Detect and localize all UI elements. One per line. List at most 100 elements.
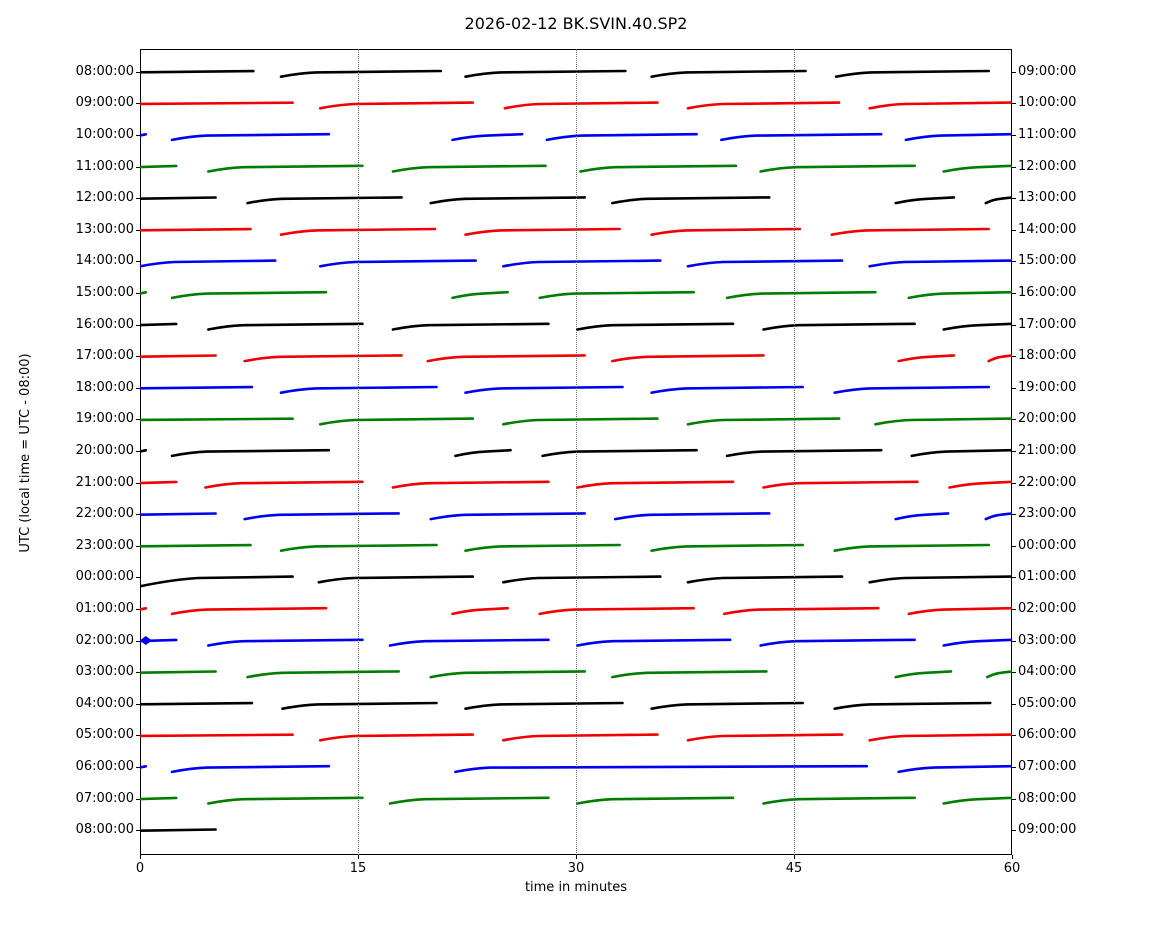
waveform-segment [722,606,880,616]
waveform-segment [170,448,331,458]
waveform-segment [391,164,547,173]
y-tick-label-utc: 12:00:00 [75,190,134,206]
y-tick-mark-right [1012,450,1016,452]
waveform-segment [207,322,364,331]
waveform-segment [762,480,919,489]
waveform-segment [579,164,738,173]
waveform-segment [318,733,475,742]
x-tick-label: 30 [567,861,585,876]
y-tick-label-utc: 09:00:00 [75,95,134,111]
y-tick-label-local: 16:00:00 [1018,284,1077,300]
waveform-segment [894,196,956,205]
waveform-segment [454,448,512,458]
waveform-segment [464,227,621,236]
x-tick-mark [1012,855,1013,859]
waveform-segment [317,575,475,584]
trace-row-13:00 [140,227,990,236]
waveform-segment [868,575,1012,584]
y-tick-label-local: 22:00:00 [1018,474,1077,490]
y-tick-mark-left [136,735,140,737]
y-tick-label-local: 20:00:00 [1018,411,1077,427]
trace-row-09:00 [140,101,1012,110]
trace-row-10:00 [140,132,1012,142]
y-axis-label: UTC (local time = UTC - 08:00) [18,353,33,553]
trace-row-15:00 [140,290,1012,300]
waveform-segment [942,322,1012,331]
waveform-segment [170,132,331,142]
trace-start-diamond-marker [140,636,152,645]
waveform-segment [388,796,550,805]
waveform-segment [833,385,990,394]
waveform-segment [246,196,403,205]
waveform-segment [874,417,1012,426]
waveform-segment [576,322,735,331]
y-tick-label-utc: 20:00:00 [75,442,134,458]
y-tick-mark-left [136,71,140,73]
y-tick-mark-left [136,482,140,484]
waveform-segment [318,101,475,110]
x-tick-mark [140,855,141,859]
y-tick-label-utc: 15:00:00 [75,284,134,300]
y-tick-label-local: 15:00:00 [1018,253,1077,269]
trace-row-02:00 [140,638,1012,647]
y-tick-mark-right [1012,261,1016,263]
y-tick-mark-left [136,766,140,768]
waveform-segment [140,354,217,358]
waveform-segment [140,543,252,548]
waveform-segment [140,670,217,674]
waveform-segment [502,417,659,426]
waveform-traces [140,69,1012,832]
y-tick-label-utc: 18:00:00 [75,379,134,395]
waveform-segment [759,638,916,647]
y-tick-label-utc: 07:00:00 [75,790,134,806]
waveform-segment [650,543,804,552]
y-tick-label-local: 05:00:00 [1018,695,1077,711]
waveform-segment [650,701,804,710]
trace-row-04:00 [140,701,992,710]
y-tick-mark-left [136,292,140,294]
y-tick-label-local: 11:00:00 [1018,126,1077,142]
waveform-segment [502,259,662,268]
waveform-segment [502,575,662,584]
y-tick-mark-right [1012,134,1016,136]
y-tick-label-local: 09:00:00 [1018,63,1077,79]
vertical-gridline [358,49,359,855]
waveform-segment [904,132,1012,142]
trace-row-03:00 [140,670,1012,679]
waveform-segment [576,638,732,647]
y-tick-label-utc: 14:00:00 [75,253,134,269]
waveform-segment [650,69,807,78]
waveform-segment [140,796,178,801]
waveform-segment [207,796,364,805]
y-tick-label-utc: 03:00:00 [75,664,134,680]
y-tick-label-local: 02:00:00 [1018,600,1077,616]
y-tick-label-local: 21:00:00 [1018,442,1077,458]
y-tick-mark-right [1012,103,1016,105]
waveform-segment [140,164,178,169]
x-tick-label: 0 [135,861,145,876]
waveform-segment [140,480,178,485]
waveform-segment [834,69,990,78]
waveform-segment [140,322,178,327]
waveform-segment [541,448,698,458]
waveform-segment [833,701,992,710]
waveform-segment [279,543,438,552]
waveform-segment [868,733,1012,742]
x-axis-label: time in minutes [524,880,628,895]
waveform-segment [207,164,364,173]
waveform-segment [281,701,438,710]
trace-row-23:00 [140,543,990,552]
y-tick-label-utc: 04:00:00 [75,695,134,711]
waveform-segment [686,101,841,110]
waveform-segment [246,670,400,679]
x-tick-label: 15 [349,861,367,876]
y-tick-mark-right [1012,545,1016,547]
vertical-gridline [576,49,577,855]
waveform-segment [429,670,586,679]
waveform-segment [502,733,659,742]
y-tick-mark-left [136,450,140,452]
waveform-segment [725,448,883,458]
x-tick-label: 45 [785,861,803,876]
waveform-segment [762,796,916,805]
y-tick-mark-left [136,577,140,579]
